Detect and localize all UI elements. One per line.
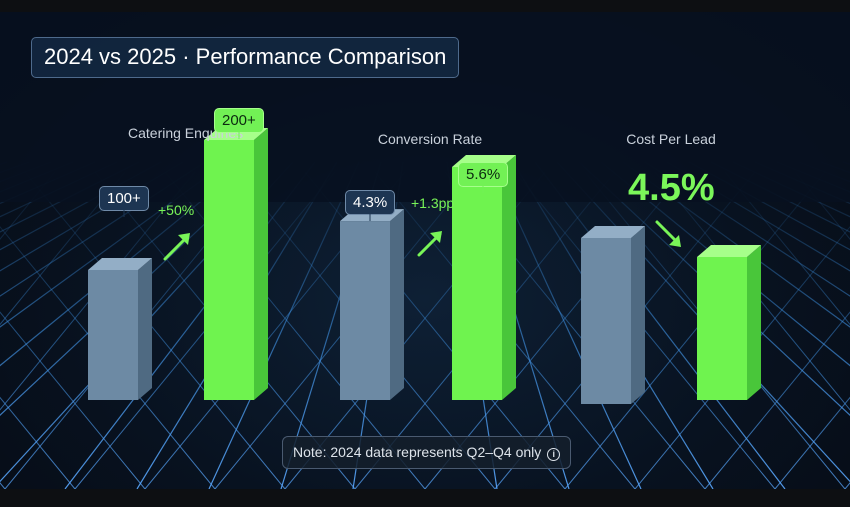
bar-0-0 — [88, 258, 152, 400]
data-label-conversion-2025: 5.6% — [458, 162, 509, 187]
change-label-catering: +50% — [158, 202, 195, 218]
highlight-value-cost-per-lead: 4.5% — [628, 167, 715, 209]
bar-2-0 — [581, 226, 645, 404]
chart-title: 2024 vs 2025 · Performance Comparison — [31, 37, 460, 78]
metric-label-conversion-rate: Conversion Rate — [377, 131, 483, 147]
data-label-catering-2024: 100+ — [99, 186, 149, 211]
bar-0-1 — [204, 128, 268, 400]
chart-stage: 2024 vs 2025 · Performance Comparison Ca… — [0, 12, 850, 489]
arrow-up-icon — [163, 233, 190, 261]
arrow-up-icon — [417, 231, 442, 257]
info-icon[interactable]: i — [547, 448, 561, 461]
change-label-conversion: +1.3pp — [411, 195, 455, 211]
arrow-down-icon — [655, 220, 681, 247]
bar-1-1 — [452, 155, 516, 400]
bar-2-1 — [697, 245, 761, 400]
footnote-text: Note: 2024 data represents Q2–Q4 only — [293, 444, 542, 460]
metric-label-catering-enquiries: Catering Enquiries — [128, 125, 244, 141]
data-label-conversion-2024: 4.3% — [345, 190, 396, 215]
bar-1-0 — [340, 209, 404, 400]
metric-label-cost-per-lead: Cost Per Lead — [626, 131, 716, 147]
footnote: Note: 2024 data represents Q2–Q4 only i — [282, 436, 572, 469]
data-label-catering-2025: 200+ — [214, 108, 264, 133]
